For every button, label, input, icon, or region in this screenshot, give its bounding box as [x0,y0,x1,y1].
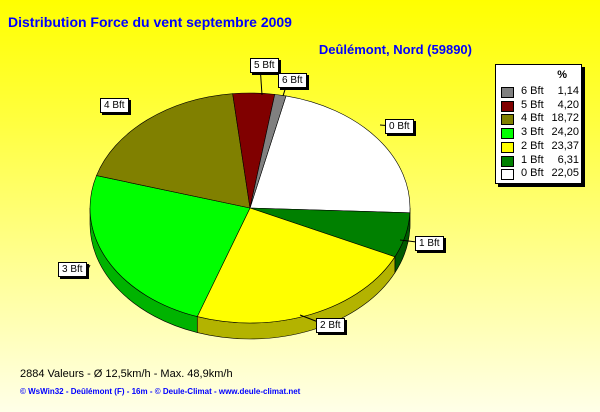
legend-item: 4 Bft 18,72 [501,112,579,126]
legend-item: 1 Bft 6,31 [501,154,579,168]
slice-label: 5 Bft [250,58,279,73]
leader-line [87,264,91,270]
stats-text: 2884 Valeurs - Ø 12,5km/h - Max. 48,9km/… [20,368,233,380]
legend-value: 23,37 [551,139,579,152]
slice-label: 4 Bft [100,98,129,113]
legend-swatch [501,155,514,167]
pie-slice-3-bft[interactable] [89,175,251,317]
legend-value: 22,05 [551,167,579,180]
legend-swatch [501,141,514,153]
legend-value: 24,20 [551,126,579,139]
legend-label: 6 Bft [521,85,544,97]
legend-header: % [557,69,567,81]
footer-credits: © WsWin32 - Deûlémont (F) - 16m - © Deul… [20,387,301,396]
legend-swatch [501,114,514,126]
legend-item: 5 Bft 4,20 [501,99,579,113]
legend-label: 3 Bft [521,126,544,139]
legend-swatch [501,169,514,181]
slice-label: 0 Bft [385,119,414,134]
slice-label: 6 Bft [278,73,307,88]
slice-label: 3 Bft [58,262,87,277]
slice-label: 2 Bft [316,318,345,333]
legend-item: 0 Bft 22,05 [501,167,579,181]
legend-value: 1,14 [557,85,579,97]
legend: % 6 Bft 1,14 5 Bft 4,20 4 Bft 18,72 3 Bft 24,20… [495,64,582,184]
legend-value: 4,20 [557,98,579,111]
legend-item: 6 Bft 1,14 [501,85,579,99]
legend-value: 6,31 [557,153,579,166]
legend-label: 1 Bft [521,153,544,166]
pie-slice-2-bft[interactable] [196,207,396,324]
legend-swatch [501,128,514,140]
pie-slice-0-bft[interactable] [249,95,411,214]
legend-swatch [501,100,514,112]
legend-label: 0 Bft [521,167,544,180]
chart-title: Distribution Force du vent septembre 200… [8,14,292,30]
legend-label: 5 Bft [521,98,544,111]
slice-label: 1 Bft [415,236,444,251]
pie-slice-6-bft[interactable] [249,94,287,209]
legend-item: 3 Bft 24,20 [501,126,579,140]
pie-slice-4-bft[interactable] [96,93,251,209]
legend-label: 2 Bft [521,139,544,152]
chart-subtitle: Deûlémont, Nord (59890) [318,42,472,57]
legend-label: 4 Bft [521,112,544,125]
legend-item: 2 Bft 23,37 [501,140,579,154]
legend-swatch [501,87,514,98]
legend-value: 18,72 [551,112,579,125]
